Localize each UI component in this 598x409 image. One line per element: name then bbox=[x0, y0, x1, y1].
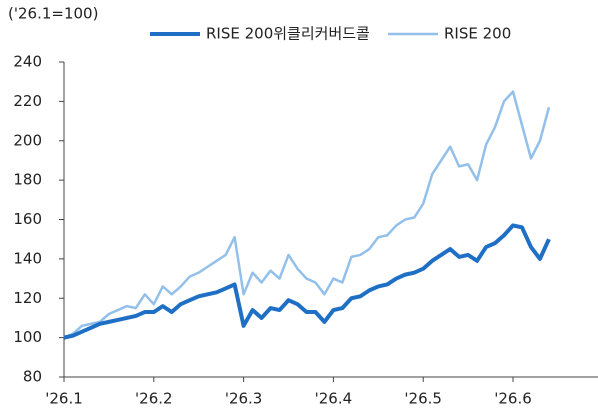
y-tick-label: 240 bbox=[13, 53, 42, 71]
legend-label: RISE 200위클리커버드콜 bbox=[206, 25, 370, 43]
x-tick-label: '26.1 bbox=[45, 390, 83, 408]
x-tick-label: '26.5 bbox=[404, 390, 442, 408]
x-tick-label: '26.2 bbox=[135, 390, 173, 408]
y-tick-label: 180 bbox=[13, 171, 42, 189]
y-tick-label: 200 bbox=[13, 131, 42, 149]
y-tick-label: 220 bbox=[13, 92, 42, 110]
y-tick-label: 140 bbox=[13, 249, 42, 267]
y-tick-label: 120 bbox=[13, 289, 42, 307]
x-tick-label: '26.3 bbox=[225, 390, 263, 408]
y-unit-label: ('26.1=100) bbox=[8, 5, 98, 23]
x-tick-label: '26.6 bbox=[494, 390, 532, 408]
line bbox=[63, 90, 551, 339]
y-tick-label: 160 bbox=[13, 210, 42, 228]
line bbox=[63, 223, 551, 340]
y-tick-label: 80 bbox=[23, 368, 42, 386]
x-tick-label: '26.4 bbox=[315, 390, 353, 408]
legend-label: RISE 200 bbox=[444, 25, 511, 43]
y-tick-label: 100 bbox=[13, 328, 42, 346]
